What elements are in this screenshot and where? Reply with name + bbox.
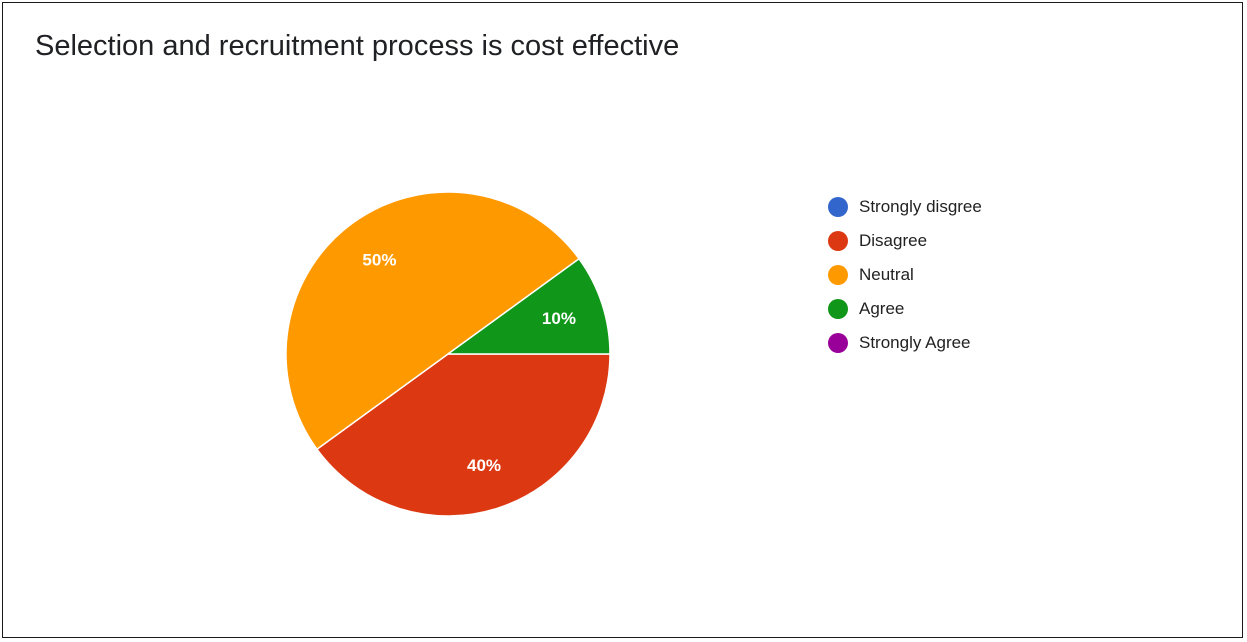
legend-item-strongly-disgree[interactable]: Strongly disgree: [828, 190, 982, 224]
slice-label-agree: 10%: [542, 309, 576, 328]
legend-label: Agree: [859, 299, 905, 318]
slice-label-neutral: 50%: [362, 251, 396, 270]
legend-label: Strongly disgree: [859, 197, 982, 216]
legend-label: Disagree: [859, 231, 928, 250]
legend-swatch: [828, 197, 848, 217]
legend-swatch: [828, 231, 848, 251]
legend-item-strongly-agree[interactable]: Strongly Agree: [828, 326, 982, 360]
legend-swatch: [828, 299, 848, 319]
legend-item-agree[interactable]: Agree: [828, 292, 982, 326]
legend-swatch: [828, 333, 848, 353]
legend-item-disagree[interactable]: Disagree: [828, 224, 982, 258]
legend-label: Strongly Agree: [859, 333, 971, 352]
legend-label: Neutral: [859, 265, 914, 284]
pie-slice-neutral[interactable]: [285, 191, 581, 451]
pie-slice-agree[interactable]: [445, 257, 611, 355]
pie-slice-disagree[interactable]: [315, 353, 611, 517]
slice-label-disagree: 40%: [467, 456, 501, 475]
legend-swatch: [828, 265, 848, 285]
chart-title: Selection and recruitment process is cos…: [35, 30, 680, 62]
legend-item-neutral[interactable]: Neutral: [828, 258, 982, 292]
legend: Strongly disgree Disagree Neutral Agree Stro…: [828, 190, 982, 360]
